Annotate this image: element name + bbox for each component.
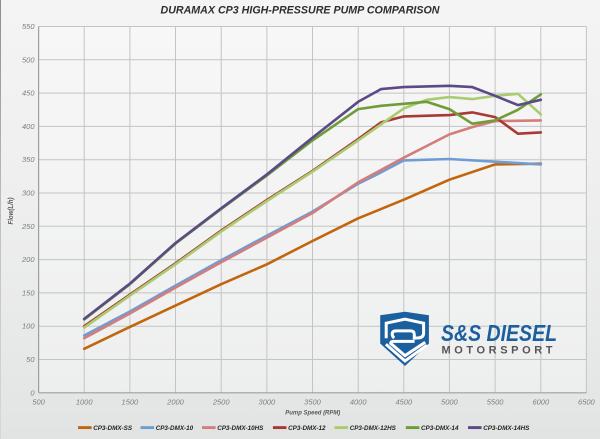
svg-text:CP3-DMX-10HS: CP3-DMX-10HS: [217, 425, 264, 432]
svg-text:0: 0: [30, 388, 35, 397]
svg-text:500: 500: [32, 398, 45, 407]
svg-text:200: 200: [21, 255, 35, 264]
svg-text:MOTORSPORT: MOTORSPORT: [442, 345, 557, 357]
svg-text:6000: 6000: [532, 398, 550, 407]
svg-text:4500: 4500: [395, 398, 413, 407]
svg-text:CP3-DMX-12HS: CP3-DMX-12HS: [350, 425, 397, 432]
svg-text:450: 450: [22, 89, 35, 98]
svg-text:CP3-DMX-14: CP3-DMX-14: [421, 425, 459, 432]
svg-text:3000: 3000: [259, 398, 277, 407]
svg-text:Pump Speed (RPM): Pump Speed (RPM): [285, 410, 341, 417]
svg-text:500: 500: [22, 55, 35, 64]
svg-text:1500: 1500: [122, 398, 140, 407]
svg-text:5000: 5000: [441, 398, 459, 407]
svg-text:100: 100: [22, 322, 35, 331]
svg-text:Flow(L/h): Flow(L/h): [8, 197, 15, 225]
svg-text:250: 250: [21, 222, 35, 231]
svg-text:CP3-DMX-10: CP3-DMX-10: [156, 425, 194, 432]
svg-text:550: 550: [22, 22, 35, 31]
svg-text:S&S DIESEL: S&S DIESEL: [441, 320, 557, 346]
svg-text:3500: 3500: [304, 398, 322, 407]
svg-text:6500: 6500: [578, 398, 596, 407]
svg-text:350: 350: [22, 155, 35, 164]
svg-text:CP3-DMX-SS: CP3-DMX-SS: [93, 425, 133, 432]
svg-text:CP3-DMX-12: CP3-DMX-12: [288, 425, 326, 432]
svg-text:300: 300: [22, 189, 35, 198]
svg-text:1000: 1000: [76, 398, 94, 407]
svg-text:4000: 4000: [350, 398, 368, 407]
svg-text:50: 50: [26, 355, 35, 364]
svg-text:2000: 2000: [166, 398, 185, 407]
svg-text:2500: 2500: [212, 398, 231, 407]
svg-text:DURAMAX CP3 HIGH-PRESSURE PUMP: DURAMAX CP3 HIGH-PRESSURE PUMP COMPARISO…: [161, 5, 441, 17]
svg-text:400: 400: [22, 122, 35, 131]
svg-text:CP3-DMX-14HS: CP3-DMX-14HS: [483, 425, 530, 432]
svg-text:150: 150: [22, 288, 35, 297]
svg-text:5500: 5500: [487, 398, 505, 407]
